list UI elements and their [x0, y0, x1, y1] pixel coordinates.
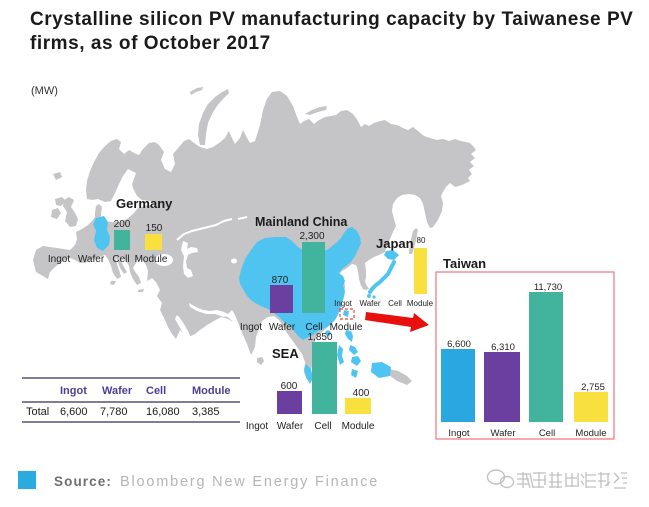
svg-text:Wafer: Wafer: [359, 299, 380, 308]
svg-text:2,300: 2,300: [299, 231, 324, 242]
svg-text:Cell: Cell: [112, 254, 129, 265]
svg-text:Module: Module: [575, 428, 606, 439]
svg-text:3,385: 3,385: [192, 406, 220, 418]
svg-text:Wafer: Wafer: [277, 421, 304, 432]
svg-text:Ingot: Ingot: [246, 421, 268, 432]
svg-text:Module: Module: [342, 421, 375, 432]
svg-text:80: 80: [417, 236, 426, 245]
svg-text:Japan: Japan: [376, 236, 414, 251]
svg-text:Wafer: Wafer: [102, 385, 133, 397]
svg-text:Wafer: Wafer: [269, 322, 296, 333]
svg-text:Ingot: Ingot: [334, 299, 353, 308]
svg-text:Germany: Germany: [116, 196, 173, 211]
svg-text:Cell: Cell: [539, 428, 555, 439]
svg-text:Mainland China: Mainland China: [255, 215, 348, 229]
svg-text:400: 400: [353, 388, 370, 399]
svg-text:Module: Module: [407, 299, 434, 308]
svg-text:Module: Module: [330, 322, 363, 333]
svg-text:Taiwan: Taiwan: [443, 256, 486, 271]
svg-text:Module: Module: [192, 385, 231, 397]
svg-text:Bloomberg New Energy Finance: Bloomberg New Energy Finance: [120, 474, 379, 490]
svg-text:Total: Total: [26, 406, 49, 418]
svg-text:150: 150: [146, 223, 163, 234]
svg-text:SEA: SEA: [272, 346, 299, 361]
svg-text:200: 200: [114, 219, 131, 230]
svg-text:6,600: 6,600: [447, 339, 471, 350]
svg-text:Cell: Cell: [314, 421, 331, 432]
svg-text:Ingot: Ingot: [240, 322, 262, 333]
svg-text:Ingot: Ingot: [48, 254, 70, 265]
svg-text:6,600: 6,600: [60, 406, 88, 418]
svg-text:Ingot: Ingot: [60, 385, 87, 397]
svg-text:Cell: Cell: [305, 322, 322, 333]
svg-text:870: 870: [272, 275, 289, 286]
svg-text:Cell: Cell: [388, 299, 402, 308]
svg-text:11,730: 11,730: [534, 282, 562, 293]
svg-text:Ingot: Ingot: [448, 428, 469, 439]
svg-text:Source:: Source:: [54, 474, 112, 489]
svg-text:7,780: 7,780: [100, 406, 128, 418]
svg-text:Wafer: Wafer: [491, 428, 516, 439]
svg-text:600: 600: [281, 381, 298, 392]
svg-text:1,850: 1,850: [307, 332, 332, 343]
svg-text:Cell: Cell: [146, 385, 166, 397]
svg-text:6,310: 6,310: [491, 342, 515, 353]
svg-text:16,080: 16,080: [146, 406, 180, 418]
svg-text:Module: Module: [135, 254, 168, 265]
svg-text:Wafer: Wafer: [78, 254, 105, 265]
svg-text:2,755: 2,755: [581, 382, 605, 393]
